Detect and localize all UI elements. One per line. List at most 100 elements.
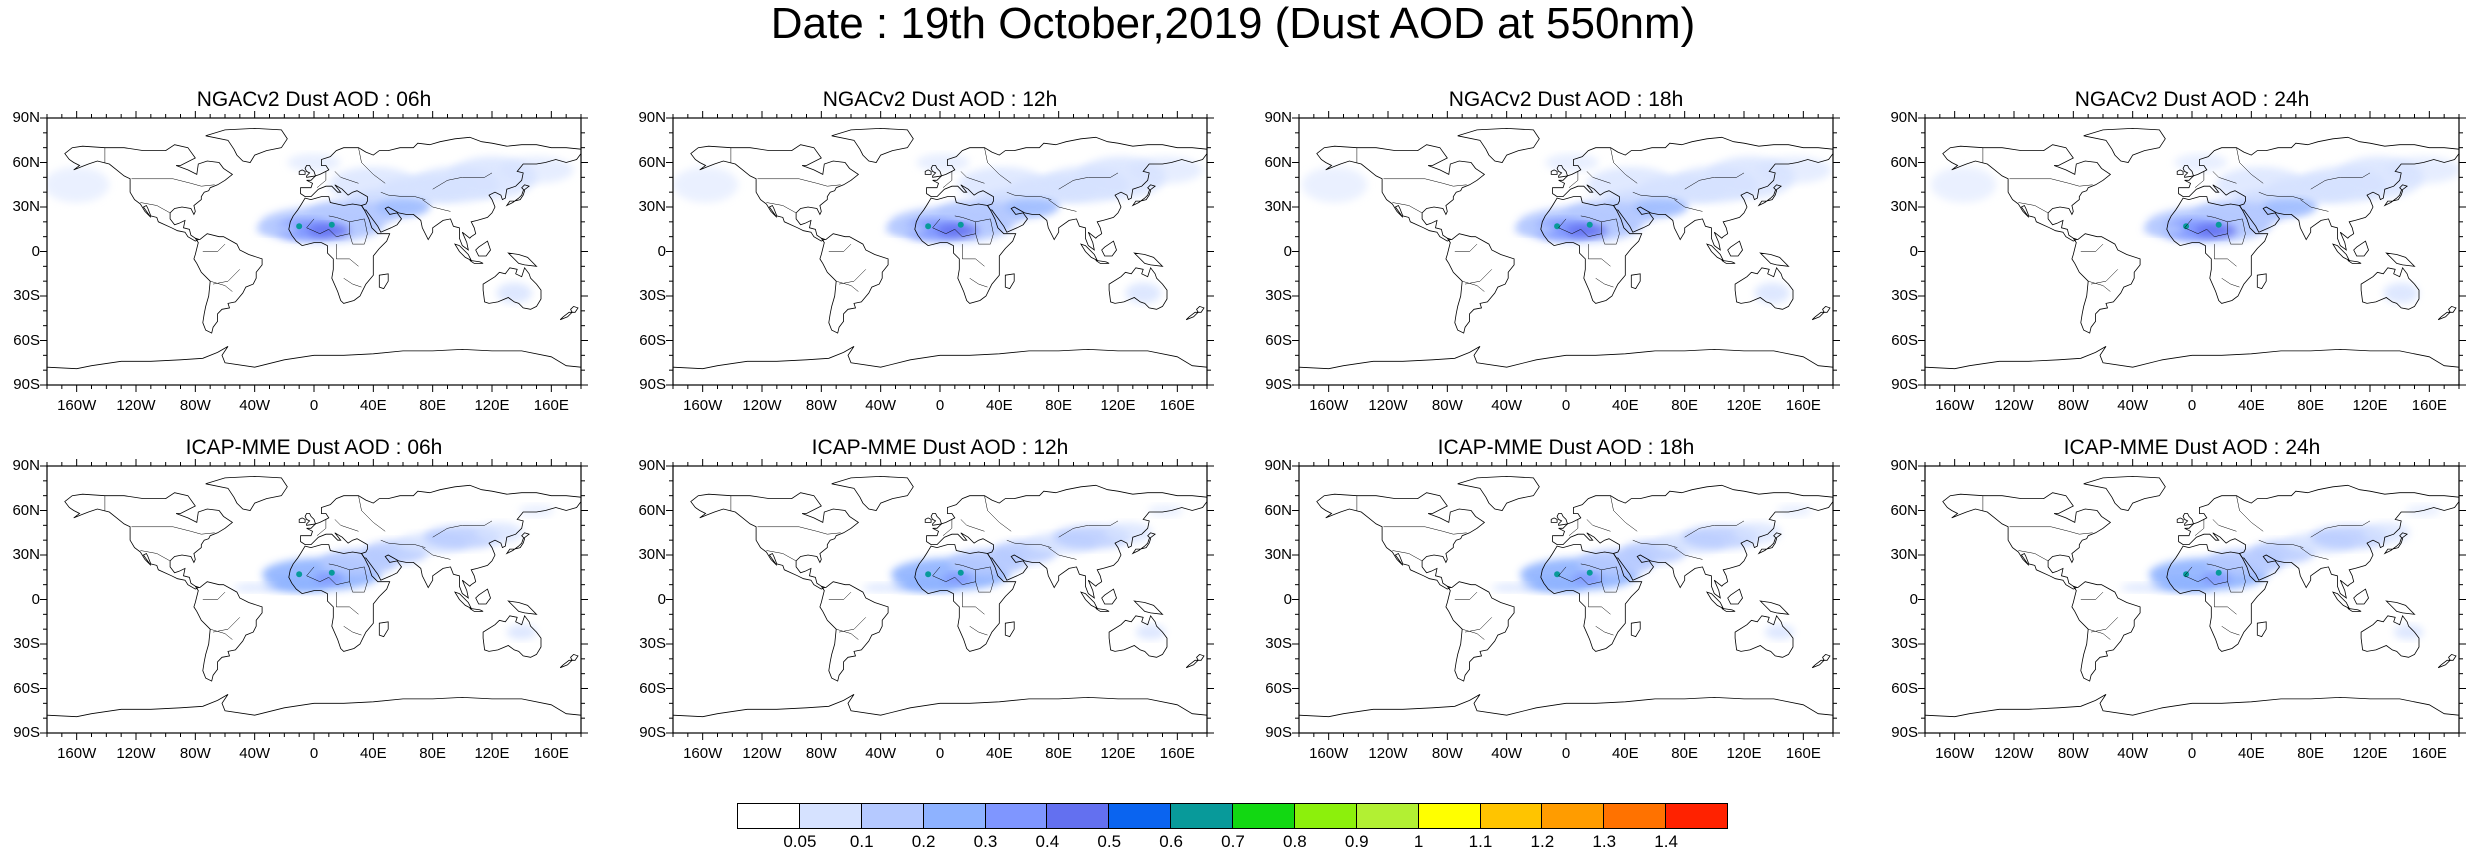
coastline bbox=[193, 233, 263, 334]
country-border bbox=[2214, 244, 2237, 267]
coastline bbox=[2437, 659, 2452, 669]
coastline bbox=[2083, 475, 2166, 511]
latitude-label: 30S bbox=[13, 287, 40, 304]
dust-aod-shading bbox=[506, 624, 537, 640]
dust-aod-shading bbox=[314, 572, 344, 585]
coastline bbox=[2383, 532, 2408, 555]
country-border bbox=[328, 215, 350, 237]
country-border bbox=[316, 519, 327, 536]
country-border bbox=[2080, 243, 2104, 252]
latitude-label: 60N bbox=[1264, 501, 1292, 519]
country-border bbox=[2206, 215, 2228, 237]
colorbar-swatch bbox=[1665, 803, 1728, 829]
latitude-label: 30S bbox=[1891, 635, 1918, 652]
country-border bbox=[328, 563, 350, 585]
country-border bbox=[2300, 547, 2329, 560]
latitude-label: 60S bbox=[1891, 679, 1918, 697]
dust-aod-shading bbox=[475, 522, 524, 544]
dust-aod-shading bbox=[256, 223, 298, 236]
country-border bbox=[2080, 591, 2104, 600]
coastline bbox=[1721, 260, 1736, 264]
panel-title: ICAP-MME Dust AOD : 12h bbox=[811, 436, 1069, 459]
dust-aod-shading bbox=[1634, 198, 1688, 216]
country-border bbox=[336, 592, 359, 615]
panel-title: NGACv2 Dust AOD : 18h bbox=[1448, 88, 1684, 111]
country-border bbox=[984, 495, 1012, 532]
country-border bbox=[839, 617, 866, 633]
dust-aod-shading bbox=[942, 572, 973, 585]
dust-aod-shading bbox=[1566, 223, 1608, 239]
country-border bbox=[766, 202, 797, 214]
longitude-label: 80E bbox=[419, 745, 446, 762]
longitude-label: 160W bbox=[57, 397, 97, 414]
coastline bbox=[469, 608, 484, 612]
country-border bbox=[2310, 520, 2371, 538]
longitude-label: 80E bbox=[1045, 397, 1072, 414]
country-border bbox=[962, 244, 985, 267]
country-border bbox=[1588, 244, 1611, 267]
coastline bbox=[2353, 240, 2369, 257]
country-border bbox=[969, 277, 988, 288]
country-border bbox=[1586, 171, 1611, 184]
country-border bbox=[2091, 617, 2118, 633]
coastline bbox=[205, 475, 288, 511]
coastline bbox=[1925, 346, 2459, 370]
dust-aod-shading bbox=[328, 166, 418, 203]
coastline bbox=[831, 475, 914, 511]
longitude-label: 80E bbox=[2297, 745, 2324, 762]
dust-hotspot bbox=[1554, 571, 1561, 578]
country-border bbox=[1462, 280, 1485, 292]
country-border bbox=[2300, 199, 2329, 212]
map-area bbox=[1292, 111, 1840, 392]
country-border bbox=[1058, 520, 1119, 538]
country-border bbox=[2258, 539, 2304, 548]
longitude-label: 0 bbox=[1561, 745, 1571, 762]
longitude-label: 120W bbox=[1368, 397, 1408, 414]
coastline bbox=[924, 169, 932, 175]
longitude-label: 40W bbox=[1491, 745, 1523, 762]
country-border bbox=[836, 280, 859, 292]
longitude-label: 0 bbox=[2187, 397, 2197, 414]
coastline bbox=[1556, 165, 1569, 178]
coastline bbox=[690, 144, 860, 242]
country-border bbox=[202, 243, 226, 252]
dust-aod-map bbox=[40, 459, 588, 740]
coastline bbox=[298, 169, 306, 175]
country-border bbox=[422, 547, 451, 560]
dust-aod-shading bbox=[2120, 583, 2163, 593]
latitude-label: 30N bbox=[12, 546, 40, 563]
country-border bbox=[1006, 191, 1052, 200]
dust-aod-shading bbox=[2362, 522, 2411, 544]
coastline bbox=[559, 659, 574, 669]
coastline bbox=[2360, 266, 2420, 310]
colorbar-swatch bbox=[1170, 803, 1233, 829]
country-border bbox=[1006, 539, 1052, 548]
country-border bbox=[1580, 563, 1602, 585]
latitude-label: 60S bbox=[1265, 679, 1292, 697]
longitude-label: 0 bbox=[935, 397, 945, 414]
panel-title: ICAP-MME Dust AOD : 18h bbox=[1437, 436, 1695, 459]
map-area bbox=[1918, 111, 2466, 392]
colorbar-label: 0.1 bbox=[849, 832, 874, 851]
dust-aod-shading bbox=[2386, 156, 2459, 184]
colorbar-swatch bbox=[984, 803, 1048, 829]
coastline bbox=[2347, 260, 2362, 264]
latitude-label: 90S bbox=[1265, 724, 1292, 741]
country-border bbox=[962, 592, 985, 615]
map-frame bbox=[1298, 465, 1834, 734]
country-border bbox=[2091, 269, 2118, 285]
dust-aod-shading bbox=[2383, 282, 2419, 304]
country-border bbox=[432, 172, 493, 190]
country-border bbox=[349, 566, 368, 593]
dust-hotspot bbox=[957, 221, 964, 228]
longitude-label: 120E bbox=[1726, 397, 1762, 414]
country-border bbox=[2227, 566, 2246, 593]
dust-hotspot bbox=[1586, 221, 1593, 228]
longitude-label: 80W bbox=[1431, 745, 1463, 762]
map-frame bbox=[672, 465, 1208, 734]
coastline bbox=[1095, 260, 1110, 264]
country-border bbox=[757, 178, 841, 187]
map-area bbox=[40, 459, 588, 740]
latitude-label: 0 bbox=[657, 590, 666, 608]
country-border bbox=[1558, 566, 1581, 582]
